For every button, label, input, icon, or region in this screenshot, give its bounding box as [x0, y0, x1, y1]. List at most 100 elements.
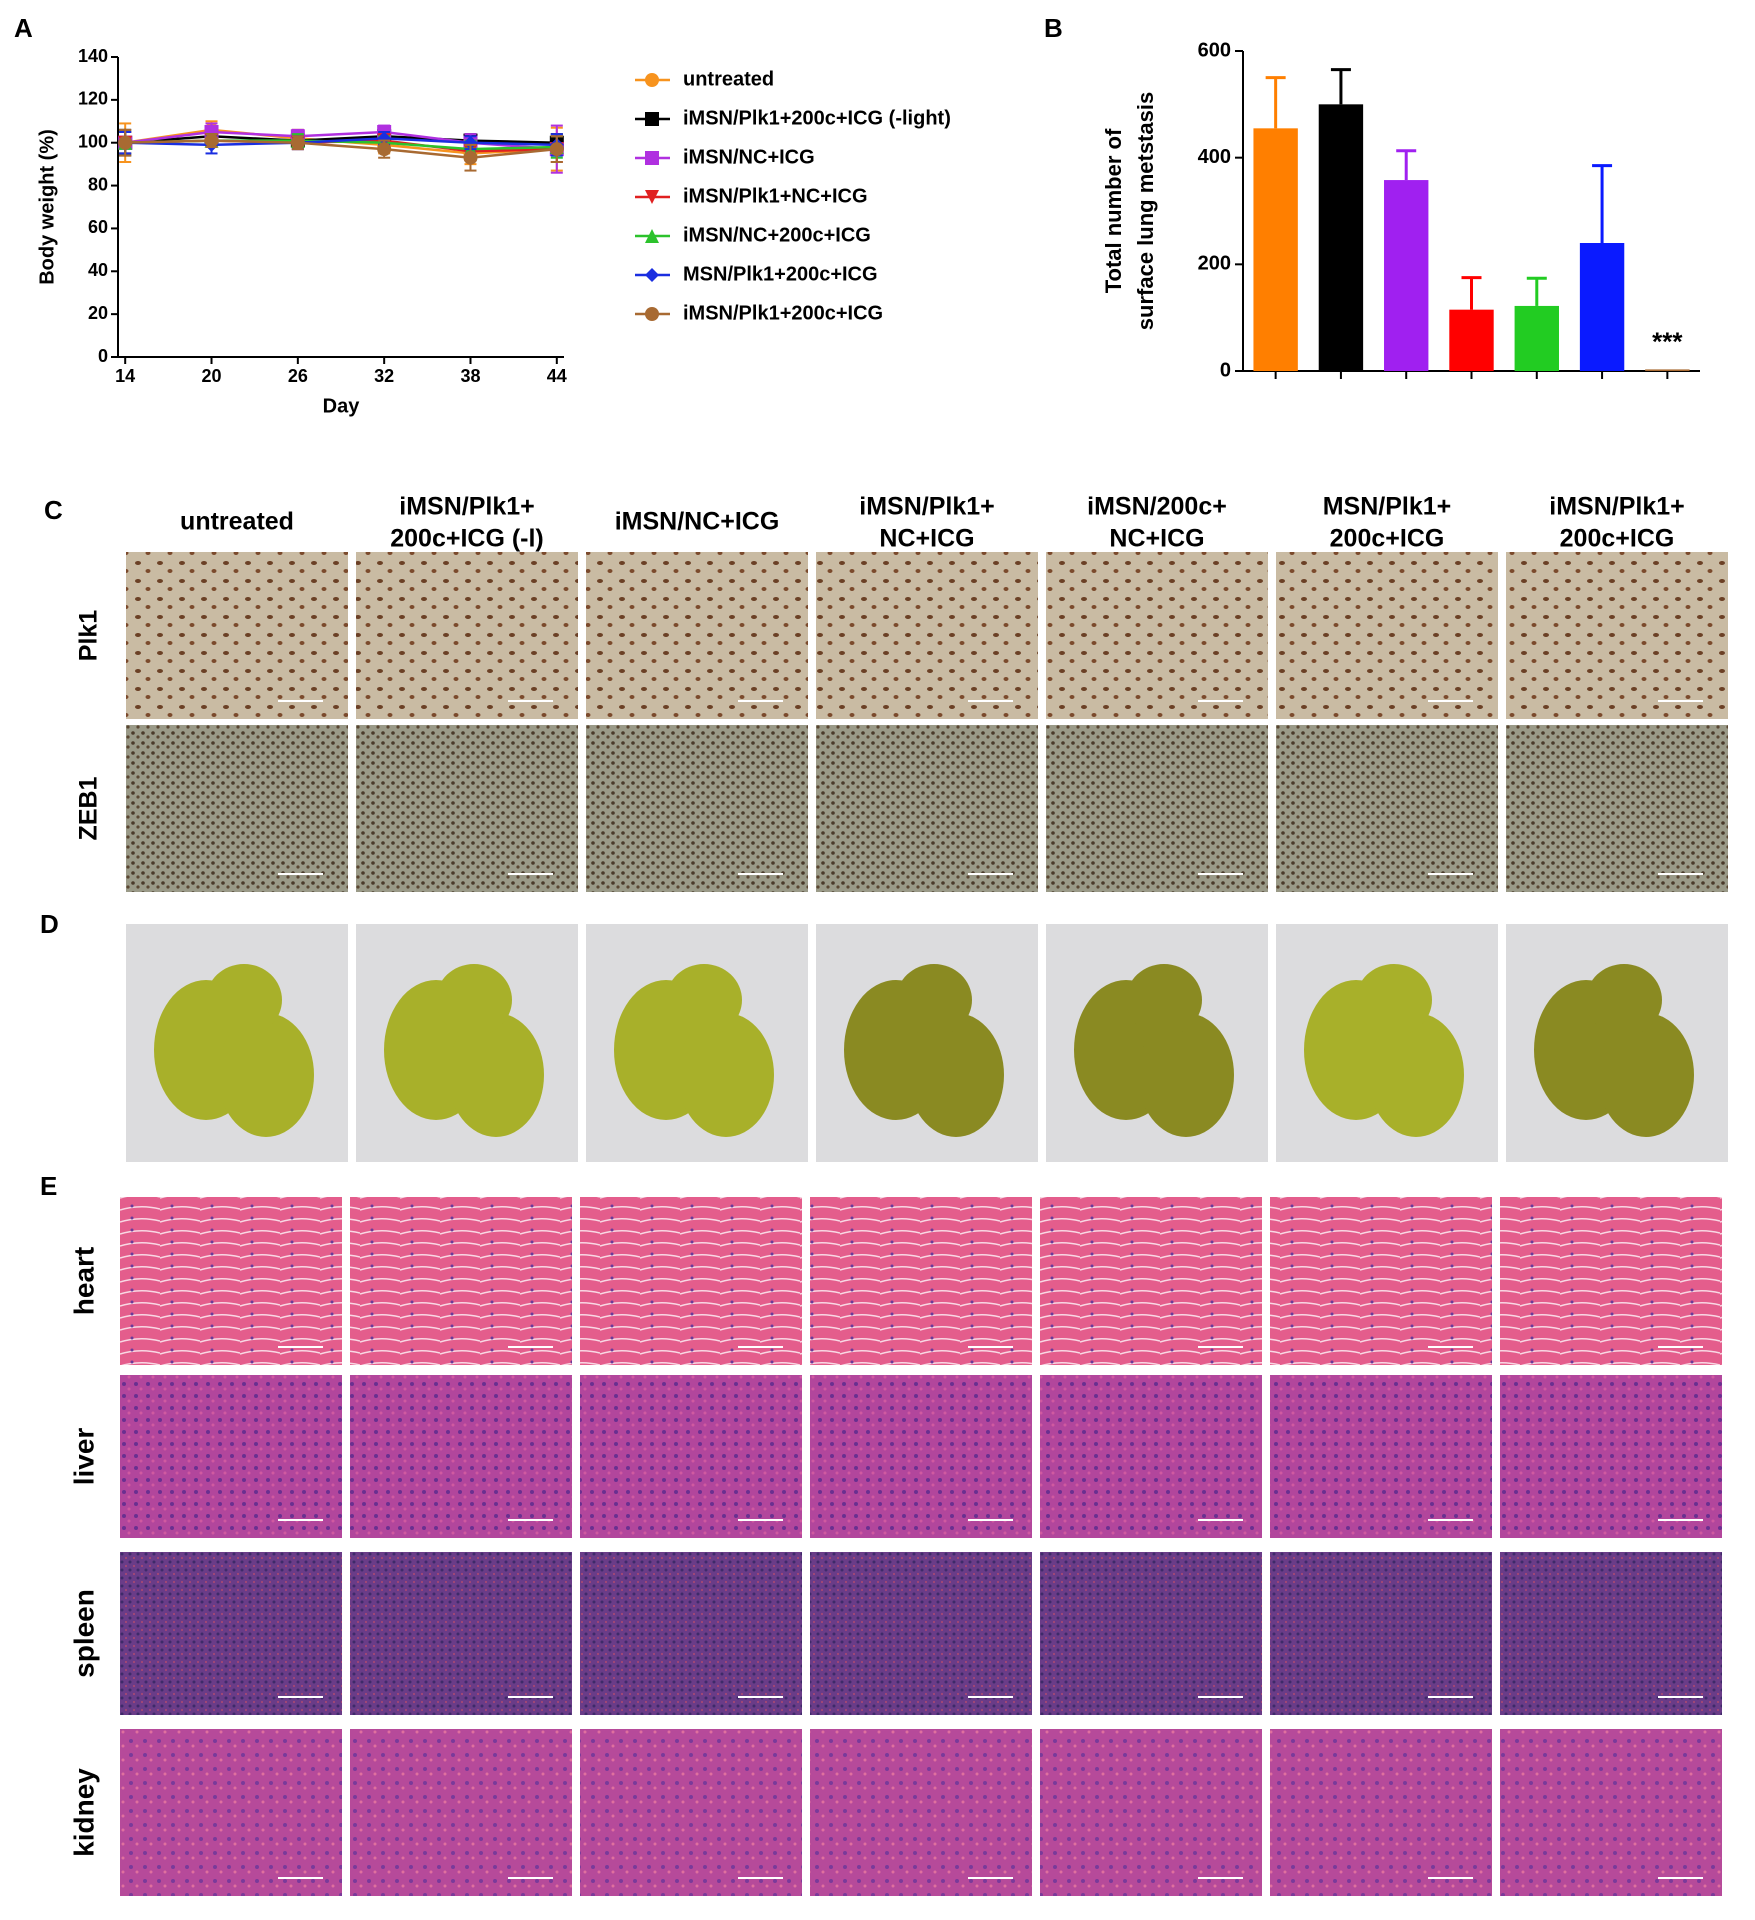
micrograph	[350, 1729, 572, 1896]
y-tick-label: 120	[78, 89, 108, 109]
micrograph	[586, 725, 808, 892]
marker	[377, 142, 392, 157]
micrograph	[1276, 552, 1498, 719]
legend-marker	[645, 268, 659, 282]
series-line	[125, 139, 557, 159]
y-axis-label: surface lung metstasis	[1133, 92, 1158, 330]
column-label: 200c+ICG (-l)	[390, 525, 544, 553]
micrograph	[1040, 1197, 1262, 1365]
column-label: MSN/Plk1+	[1323, 493, 1452, 521]
micrograph	[120, 1375, 342, 1538]
micrograph	[356, 725, 578, 892]
x-tick-label: 44	[547, 366, 567, 386]
bar	[1318, 104, 1364, 371]
column-label: 200c+ICG	[1560, 525, 1675, 553]
micrograph	[126, 725, 348, 892]
legend-label: iMSN/Plk1+200c+ICG	[683, 302, 883, 324]
micrograph	[1040, 1729, 1262, 1896]
column-label: iMSN/NC+ICG	[615, 508, 780, 536]
lung-lobe	[436, 964, 512, 1036]
panel-label: B	[1044, 13, 1063, 43]
x-tick-label: 20	[202, 366, 222, 386]
y-tick-label: 140	[78, 46, 108, 66]
column-label: NC+ICG	[879, 525, 974, 553]
y-tick-label: 60	[88, 217, 108, 237]
micrograph	[1270, 1197, 1492, 1365]
micrograph	[1506, 552, 1728, 719]
y-tick-label: 200	[1198, 253, 1231, 275]
legend-marker	[645, 190, 659, 204]
y-tick-label: 80	[88, 174, 108, 194]
bar	[1384, 180, 1429, 371]
panel-label: E	[40, 1171, 57, 1201]
marker	[463, 135, 478, 150]
legend-label: iMSN/NC+ICG	[683, 146, 815, 168]
bar	[1449, 309, 1494, 371]
row-label: kidney	[68, 1768, 99, 1857]
series-line	[125, 137, 557, 147]
column-label: iMSN/Plk1+	[1549, 493, 1684, 521]
panel-label: C	[44, 495, 63, 525]
micrograph	[1270, 1552, 1492, 1715]
micrograph	[120, 1552, 342, 1715]
micrograph	[580, 1375, 802, 1538]
micrograph	[1040, 1552, 1262, 1715]
x-axis-label: Day	[323, 395, 361, 417]
x-tick-label: 38	[460, 366, 480, 386]
lung-lobe	[1356, 964, 1432, 1036]
legend-label: untreated	[683, 68, 774, 90]
micrograph	[1040, 1375, 1262, 1538]
panel-label: D	[40, 909, 59, 939]
legend-label: iMSN/NC+200c+ICG	[683, 224, 871, 246]
y-tick-label: 0	[1220, 359, 1231, 381]
y-tick-label: 100	[78, 131, 108, 151]
micrograph	[1270, 1729, 1492, 1896]
marker	[118, 135, 133, 150]
micrograph	[586, 552, 808, 719]
column-label: iMSN/Plk1+	[399, 493, 534, 521]
lung-lobe	[908, 1013, 1004, 1137]
y-axis-label: Total number of	[1101, 128, 1126, 293]
micrograph	[816, 552, 1038, 719]
micrograph	[1500, 1729, 1722, 1896]
legend-label: iMSN/Plk1+NC+ICG	[683, 185, 868, 207]
column-label: untreated	[180, 508, 294, 536]
y-tick-label: 40	[88, 260, 108, 280]
lung-lobe	[448, 1013, 544, 1137]
legend-label: MSN/Plk1+200c+ICG	[683, 263, 878, 285]
row-label: liver	[68, 1428, 99, 1486]
lung-lobe	[1586, 964, 1662, 1036]
row-label: heart	[68, 1247, 99, 1315]
lung-lobe	[666, 964, 742, 1036]
micrograph	[810, 1197, 1032, 1365]
micrograph	[1506, 725, 1728, 892]
marker	[290, 135, 305, 150]
micrograph	[350, 1375, 572, 1538]
micrograph	[1500, 1197, 1722, 1365]
micrograph	[810, 1375, 1032, 1538]
micrograph	[356, 552, 578, 719]
bar	[1514, 305, 1559, 371]
micrograph	[120, 1197, 342, 1365]
row-label: ZEB1	[75, 776, 103, 840]
micrograph	[120, 1729, 342, 1896]
micrograph	[580, 1552, 802, 1715]
y-tick-label: 0	[98, 346, 108, 366]
micrograph	[1500, 1375, 1722, 1538]
lung-lobe	[896, 964, 972, 1036]
y-tick-label: 400	[1198, 146, 1231, 168]
column-label: iMSN/200c+	[1087, 493, 1227, 521]
row-label: spleen	[68, 1589, 99, 1678]
legend-marker	[645, 151, 659, 165]
annotation: ***	[1652, 326, 1683, 356]
marker	[463, 150, 478, 165]
micrograph	[816, 725, 1038, 892]
marker	[549, 142, 564, 157]
bar	[1253, 128, 1298, 371]
lung-lobe	[1598, 1013, 1694, 1137]
y-tick-label: 600	[1198, 39, 1231, 61]
lung-lobe	[1368, 1013, 1464, 1137]
micrograph	[810, 1729, 1032, 1896]
legend-label: iMSN/Plk1+200c+ICG (-light)	[683, 107, 951, 129]
